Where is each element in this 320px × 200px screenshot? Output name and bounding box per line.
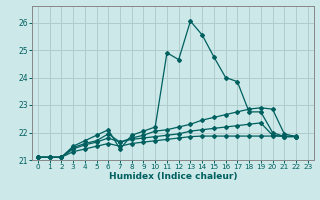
X-axis label: Humidex (Indice chaleur): Humidex (Indice chaleur) (108, 172, 237, 181)
